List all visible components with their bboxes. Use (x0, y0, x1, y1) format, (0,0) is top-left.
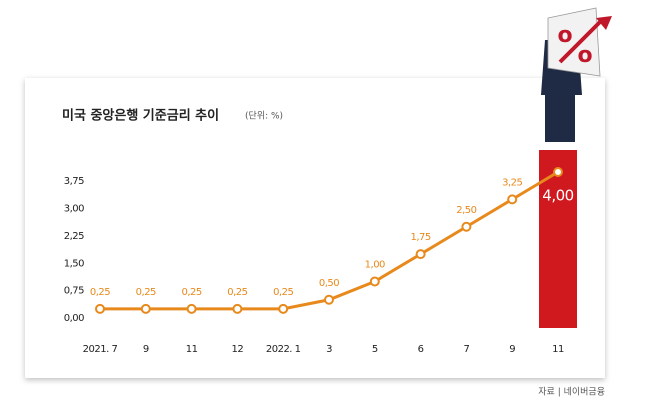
x-tick-label: 6 (418, 344, 424, 355)
point (95, 303, 105, 314)
source: 자료 | 네이버금융 (538, 387, 605, 398)
card (25, 78, 605, 378)
x-tick-label: 2022. 1 (266, 344, 301, 355)
value-label: 0,25 (273, 287, 293, 298)
value-label: 0,25 (181, 287, 201, 298)
point (507, 194, 518, 205)
y-tick-label: 3,75 (64, 176, 84, 187)
point (553, 167, 563, 177)
y-tick-label: 1,50 (64, 258, 84, 269)
point (140, 303, 151, 314)
value-label: 0,25 (136, 287, 156, 298)
x-tick-label: 9 (143, 344, 149, 355)
value-label: 0,50 (319, 278, 339, 289)
x-tick-label: 12 (232, 344, 244, 355)
svg-text:o: o (557, 23, 572, 48)
illustration: o o (541, 7, 612, 142)
value-label: 0,25 (227, 287, 247, 298)
point (186, 303, 197, 314)
y-tick-label: 0,75 (64, 286, 84, 297)
y-tick-label: 3,00 (64, 204, 84, 215)
x-tick-label: 11 (186, 344, 198, 355)
point (415, 249, 426, 260)
value-label: 2,50 (456, 205, 476, 216)
x-tick-label: 7 (463, 344, 469, 355)
value-label: 4,00 (542, 187, 573, 205)
point (324, 294, 334, 305)
point (461, 221, 472, 232)
y-tick-label: 2,25 (64, 231, 84, 242)
chart-subtitle: (단위: %) (245, 111, 283, 122)
value-label: 3,25 (502, 177, 522, 188)
y-tick-label: 0,00 (64, 313, 84, 324)
chart-title: 미국 중앙은행 기준금리 추이 (62, 108, 219, 124)
value-label: 1,75 (410, 232, 430, 243)
x-tick-label: 2021. 7 (83, 344, 118, 355)
x-tick-label: 5 (372, 344, 378, 355)
value-label: 0,25 (90, 287, 110, 298)
value-label: 1,00 (365, 260, 385, 271)
point (278, 303, 289, 314)
x-tick-label: 9 (509, 344, 515, 355)
x-tick-label: 3 (326, 344, 332, 355)
svg-text:o: o (577, 43, 592, 68)
point (232, 303, 243, 314)
x-tick-label: 11 (552, 344, 564, 355)
point (369, 276, 380, 287)
